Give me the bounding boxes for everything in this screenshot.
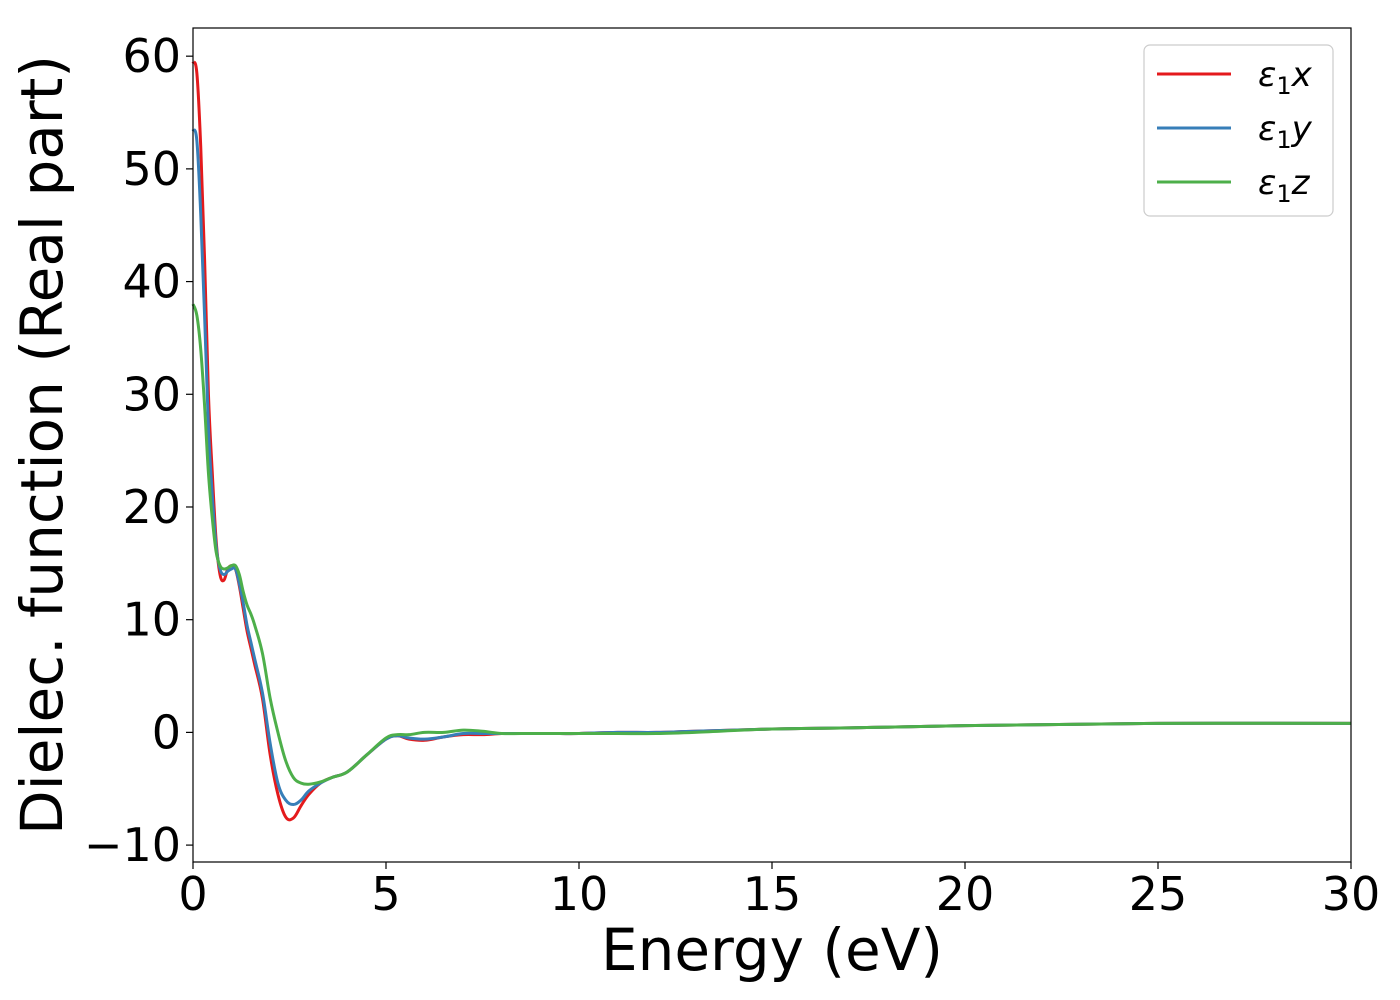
x-tick-label: 25 [1129, 867, 1188, 921]
y-tick-label: 50 [122, 142, 181, 196]
x-tick-label: 0 [178, 867, 207, 921]
series-line-z [191, 303, 1352, 786]
y-tick-label: 20 [122, 480, 181, 534]
y-tick-label: 0 [152, 705, 181, 759]
x-tick-label: 5 [371, 867, 400, 921]
x-tick-label: 30 [1322, 867, 1381, 921]
y-tick-label: 30 [122, 367, 181, 421]
x-tick-label: 15 [743, 867, 802, 921]
series-layer [191, 60, 1352, 822]
x-tick-label: 20 [936, 867, 995, 921]
legend: ε1x ε1y ε1z [1143, 44, 1334, 217]
legend-box [1143, 44, 1334, 217]
y-tick-label: 10 [122, 593, 181, 647]
y-tick-label: 60 [122, 29, 181, 83]
x-axis-ticks: 0 5 10 15 20 25 30 [178, 862, 1380, 921]
y-tick-label: −10 [84, 818, 181, 872]
x-tick-label: 10 [550, 867, 609, 921]
y-tick-label: 40 [122, 255, 181, 309]
legend-label-y: ε1y [1258, 109, 1313, 154]
x-axis-label: Energy (eV) [601, 916, 943, 984]
y-axis-ticks: −10 0 10 20 30 40 50 60 [84, 29, 193, 872]
y-axis-label: Dielec. function (Real part) [8, 55, 76, 835]
legend-label-x: ε1x [1258, 55, 1313, 100]
legend-label-z: ε1z [1258, 163, 1311, 208]
